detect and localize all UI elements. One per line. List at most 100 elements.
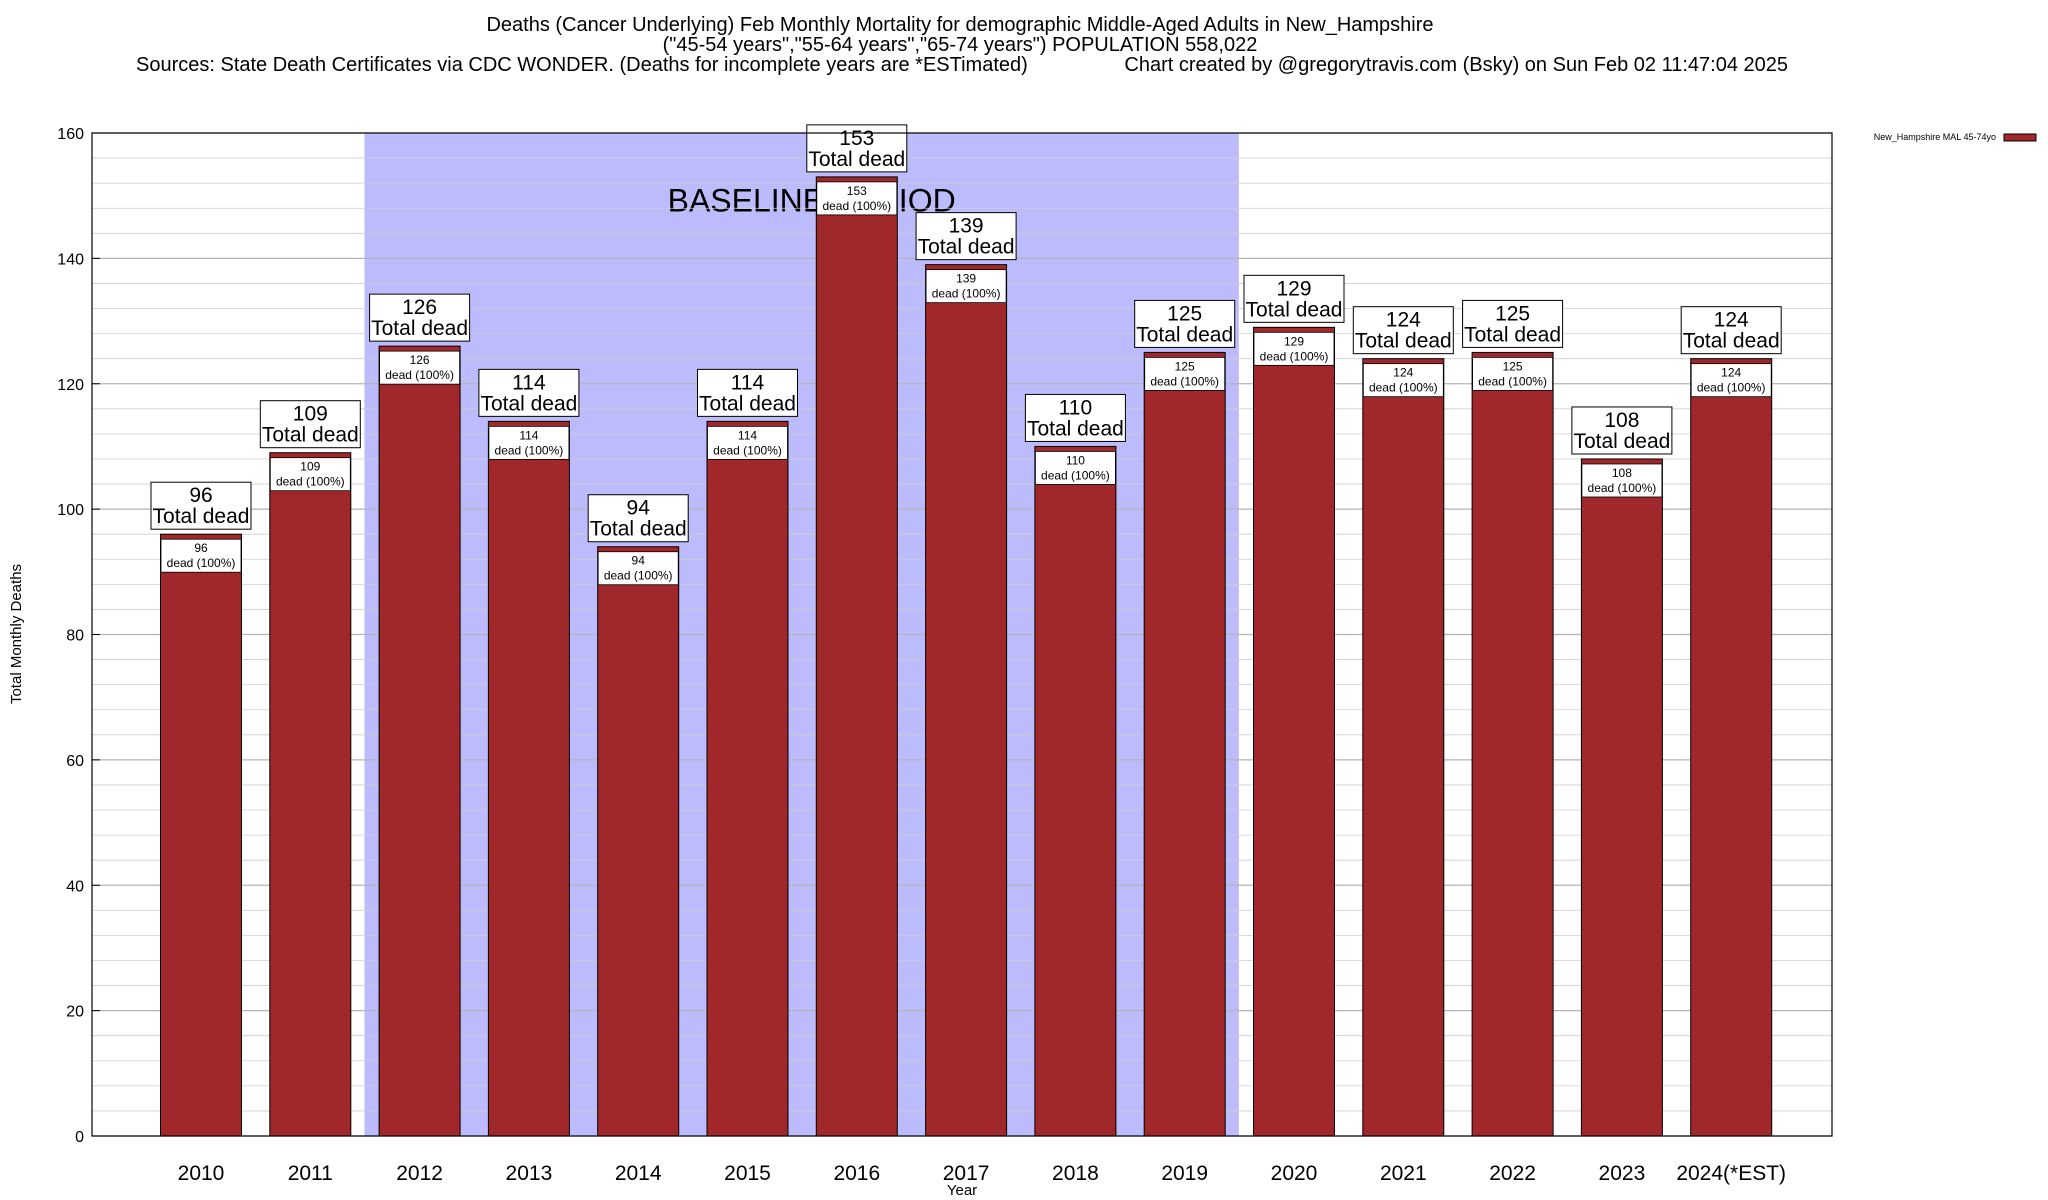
top-value-label: 94	[627, 497, 651, 520]
x-tick-label: 2022	[1489, 1162, 1536, 1185]
inner-label-box	[925, 269, 1007, 304]
inner-sub-label: dead (100%)	[822, 199, 891, 213]
x-axis-label: Year	[947, 1182, 977, 1199]
inner-sub-label: dead (100%)	[1150, 374, 1219, 388]
top-label-box	[587, 494, 689, 543]
inner-label-box	[1253, 331, 1335, 366]
inner-sub-label: dead (100%)	[1697, 381, 1766, 395]
y-tick-label: 140	[57, 251, 84, 268]
top-sub-label: Total dead	[808, 148, 905, 171]
bar	[1143, 351, 1226, 1137]
top-value-label: 108	[1604, 409, 1639, 432]
bar	[1362, 358, 1445, 1137]
top-label-box	[1024, 393, 1126, 442]
top-value-label: 124	[1386, 309, 1421, 332]
inner-value-label: 96	[194, 541, 208, 555]
legend-swatch	[2003, 133, 2037, 142]
inner-value-label: 125	[1175, 359, 1195, 373]
bar	[1580, 458, 1663, 1137]
chart-subtitle: ("45-54 years","55-64 years","65-74 year…	[663, 34, 1258, 56]
inner-sub-label: dead (100%)	[1588, 481, 1657, 495]
x-tick-label: 2011	[288, 1162, 333, 1185]
top-label-box	[915, 212, 1017, 261]
x-tick-label: 2010	[178, 1162, 225, 1185]
top-sub-label: Total dead	[1683, 330, 1780, 353]
top-value-label: 153	[839, 127, 874, 150]
top-label-box	[1462, 299, 1564, 348]
inner-label-box	[488, 425, 570, 460]
top-value-label: 125	[1495, 302, 1530, 325]
bar	[815, 176, 898, 1137]
x-tick-label: 2016	[833, 1162, 880, 1185]
top-sub-label: Total dead	[918, 236, 1015, 259]
y-tick-label: 80	[66, 628, 84, 645]
inner-sub-label: dead (100%)	[1369, 381, 1438, 395]
bar	[1034, 445, 1117, 1137]
y-tick-label: 40	[66, 878, 84, 895]
inner-label-box	[1144, 357, 1226, 391]
inner-label-box	[1581, 463, 1663, 498]
chart-credit: Chart created by @gregorytravis.com (Bsk…	[1124, 54, 1788, 76]
x-tick-label: 2021	[1380, 1162, 1427, 1185]
x-tick-label: 2024(*EST)	[1676, 1162, 1786, 1185]
inner-value-label: 153	[847, 184, 867, 198]
top-label-box	[369, 293, 471, 342]
y-tick-label: 160	[57, 126, 84, 143]
bar	[1471, 351, 1554, 1137]
inner-sub-label: dead (100%)	[1478, 374, 1547, 388]
y-tick-label: 60	[66, 753, 84, 770]
chart-title: Deaths (Cancer Underlying) Feb Monthly M…	[486, 14, 1433, 36]
top-value-label: 129	[1276, 277, 1311, 300]
inner-sub-label: dead (100%)	[713, 443, 782, 457]
legend: New_Hampshire MAL 45-74yo	[1874, 132, 2037, 142]
inner-value-label: 94	[632, 554, 646, 568]
inner-label-box	[1362, 363, 1444, 398]
bar	[1253, 326, 1335, 1137]
inner-label-box	[269, 457, 351, 492]
x-tick-label: 2015	[724, 1162, 771, 1185]
top-sub-label: Total dead	[1136, 323, 1233, 346]
y-tick-label: 0	[75, 1129, 84, 1146]
top-label-box	[1352, 306, 1454, 355]
x-tick-label: 2014	[615, 1162, 662, 1185]
top-label-box	[1243, 274, 1345, 323]
x-tick-label: 2020	[1271, 1162, 1318, 1185]
bar	[160, 533, 242, 1137]
inner-value-label: 114	[519, 428, 538, 442]
inner-value-label: 110	[1066, 453, 1085, 467]
top-sub-label: Total dead	[1027, 417, 1124, 440]
x-tick-label: 2017	[943, 1162, 990, 1185]
x-tick-label: 2019	[1161, 1162, 1208, 1185]
x-tick-label: 2023	[1599, 1162, 1646, 1185]
top-value-label: 110	[1059, 396, 1092, 419]
inner-sub-label: dead (100%)	[932, 287, 1001, 301]
chart-sources: Sources: State Death Certificates via CD…	[136, 54, 1028, 76]
inner-sub-label: dead (100%)	[1041, 468, 1110, 482]
top-value-label: 114	[731, 371, 765, 394]
inner-label-box	[707, 425, 788, 460]
inner-value-label: 109	[300, 460, 320, 474]
inner-value-label: 129	[1284, 334, 1304, 348]
top-label-box	[259, 400, 361, 449]
inner-sub-label: dead (100%)	[495, 443, 564, 457]
top-value-label: 139	[949, 215, 984, 238]
bar	[597, 546, 680, 1137]
inner-sub-label: dead (100%)	[385, 368, 454, 382]
top-label-box	[1571, 406, 1673, 455]
legend-series-label: New_Hampshire MAL 45-74yo	[1874, 132, 1996, 142]
inner-label-box	[160, 538, 242, 573]
inner-sub-label: dead (100%)	[167, 556, 236, 570]
top-value-label: 96	[189, 484, 212, 507]
top-sub-label: Total dead	[1464, 323, 1561, 346]
top-sub-label: Total dead	[1573, 430, 1670, 453]
y-tick-label: 120	[57, 377, 84, 394]
x-tick-label: 2013	[506, 1162, 553, 1185]
inner-label-box	[379, 350, 461, 385]
top-sub-label: Total dead	[590, 518, 687, 541]
top-label-box	[150, 481, 252, 530]
y-axis-label: Total Monthly Deaths	[8, 564, 25, 704]
top-label-box	[1680, 306, 1782, 355]
bar	[487, 420, 570, 1137]
